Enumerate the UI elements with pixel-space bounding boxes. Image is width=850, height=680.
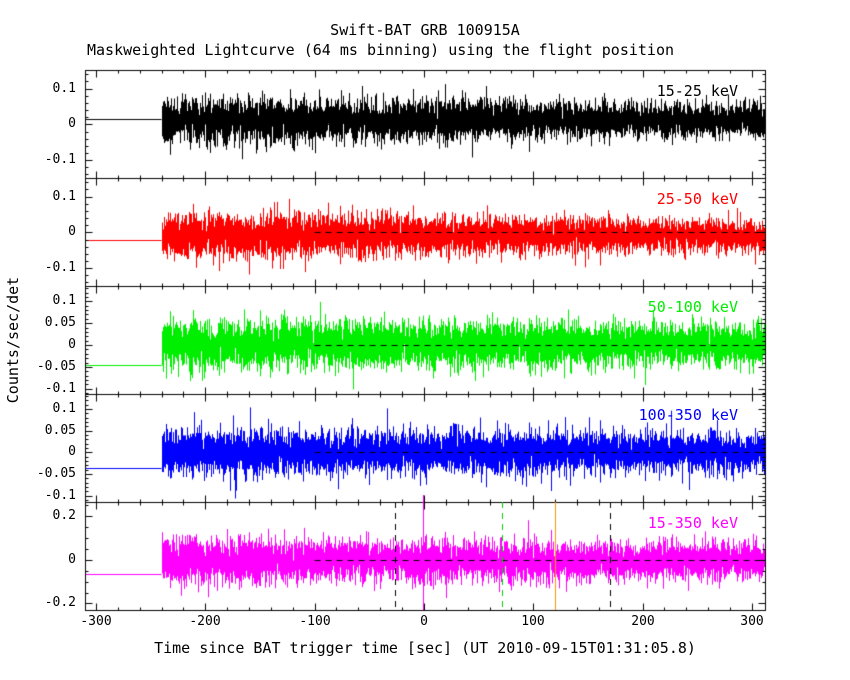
y-tick-label: 0.1 <box>52 81 76 96</box>
x-tick-label: 200 <box>631 614 655 629</box>
x-tick-label: 300 <box>740 614 764 629</box>
x-axis-label: Time since BAT trigger time [sec] (UT 20… <box>154 639 696 657</box>
energy-band-label-25-50: 25-50 keV <box>656 190 738 208</box>
y-tick-label: 0 <box>68 444 76 459</box>
chart-subtitle: Maskweighted Lightcurve (64 ms binning) … <box>87 41 674 59</box>
energy-band-label-15-25: 15-25 keV <box>656 82 738 100</box>
energy-band-label-100-350: 100-350 keV <box>638 406 738 424</box>
x-tick-label: -100 <box>299 614 331 629</box>
energy-band-label-15-350: 15-350 keV <box>647 514 738 532</box>
y-tick-label: 0.2 <box>52 508 76 523</box>
y-tick-label: -0.1 <box>44 260 76 275</box>
energy-band-label-50-100: 50-100 keV <box>647 298 738 316</box>
y-tick-label: 0.05 <box>44 423 76 438</box>
y-tick-label: 0.05 <box>44 315 76 330</box>
y-tick-label: -0.05 <box>36 359 76 374</box>
y-tick-label: 0.1 <box>52 401 76 416</box>
y-tick-label: 0 <box>68 552 76 567</box>
y-tick-label: 0 <box>68 224 76 239</box>
x-tick-label: -200 <box>189 614 221 629</box>
y-tick-label: 0.1 <box>52 189 76 204</box>
x-tick-label: 100 <box>521 614 545 629</box>
y-tick-label: -0.1 <box>44 152 76 167</box>
y-tick-label: -0.1 <box>44 381 76 396</box>
y-tick-label: 0.1 <box>52 293 76 308</box>
y-tick-label: -0.05 <box>36 466 76 481</box>
x-tick-label: 0 <box>420 614 428 629</box>
x-tick-label: -300 <box>80 614 112 629</box>
y-tick-label: 0 <box>68 337 76 352</box>
y-tick-label: -0.2 <box>44 595 76 610</box>
y-tick-label: 0 <box>68 116 76 131</box>
y-tick-label: -0.1 <box>44 488 76 503</box>
chart-title: Swift-BAT GRB 100915A <box>330 21 520 39</box>
